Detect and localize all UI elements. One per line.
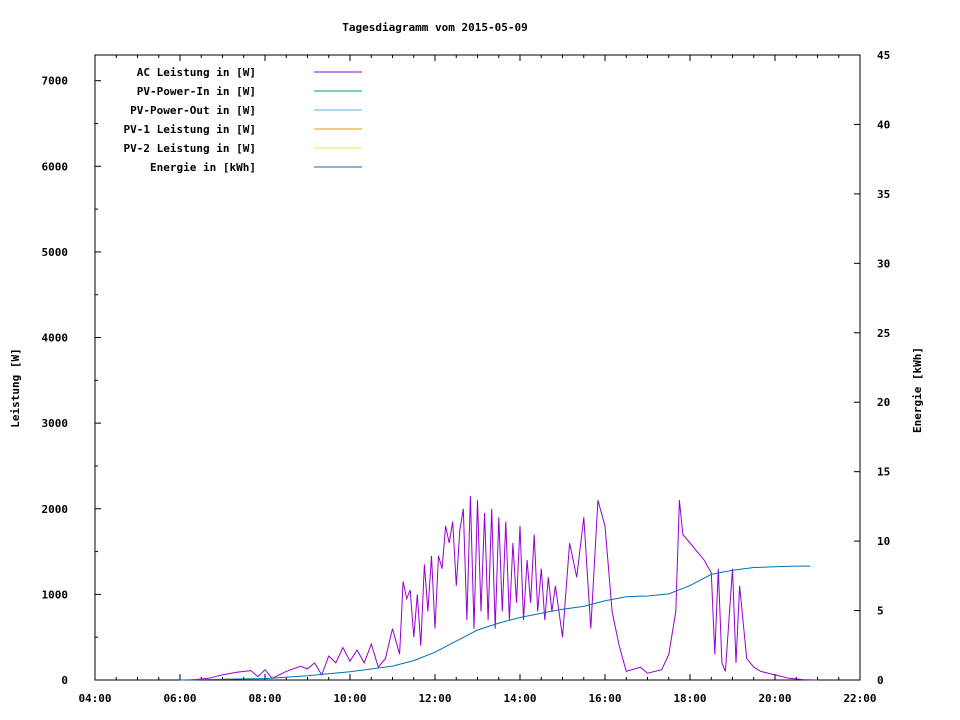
x-tick-label: 14:00 [503, 692, 536, 705]
y2-tick-label: 45 [877, 49, 890, 62]
x-tick-label: 08:00 [248, 692, 281, 705]
x-tick-label: 04:00 [78, 692, 111, 705]
x-tick-label: 22:00 [843, 692, 876, 705]
y-tick-label: 5000 [42, 246, 69, 259]
y2-tick-label: 40 [877, 118, 890, 131]
y2-tick-label: 10 [877, 535, 890, 548]
y2-tick-label: 35 [877, 188, 890, 201]
x-tick-label: 10:00 [333, 692, 366, 705]
x-tick-label: 18:00 [673, 692, 706, 705]
y2-tick-label: 30 [877, 257, 890, 270]
legend-label: PV-2 Leistung in [W] [124, 142, 256, 155]
y2-tick-label: 25 [877, 327, 890, 340]
x-tick-label: 16:00 [588, 692, 621, 705]
chart-title: Tagesdiagramm vom 2015-05-09 [342, 21, 527, 34]
series-line-5 [179, 565, 811, 681]
y2-axis-label: Energie [kWh] [911, 347, 924, 433]
legend-label: PV-1 Leistung in [W] [124, 123, 256, 136]
legend-label: PV-Power-In in [W] [137, 85, 256, 98]
y-axis-label: Leistung [W] [9, 348, 22, 427]
x-tick-label: 20:00 [758, 692, 791, 705]
legend-label: AC Leistung in [W] [137, 66, 256, 79]
y-tick-label: 1000 [42, 588, 69, 601]
legend-label: Energie in [kWh] [150, 161, 256, 174]
x-tick-label: 06:00 [163, 692, 196, 705]
y2-tick-label: 15 [877, 466, 890, 479]
y-tick-label: 6000 [42, 160, 69, 173]
legend-label: PV-Power-Out in [W] [130, 104, 256, 117]
y2-tick-label: 20 [877, 396, 890, 409]
y-tick-label: 3000 [42, 417, 69, 430]
y-tick-label: 0 [61, 674, 68, 687]
y-tick-label: 2000 [42, 503, 69, 516]
y2-tick-label: 0 [877, 674, 884, 687]
y-tick-label: 4000 [42, 332, 69, 345]
x-tick-label: 12:00 [418, 692, 451, 705]
series-line-0 [190, 495, 818, 681]
y-tick-label: 7000 [42, 75, 69, 88]
y2-tick-label: 5 [877, 605, 884, 618]
